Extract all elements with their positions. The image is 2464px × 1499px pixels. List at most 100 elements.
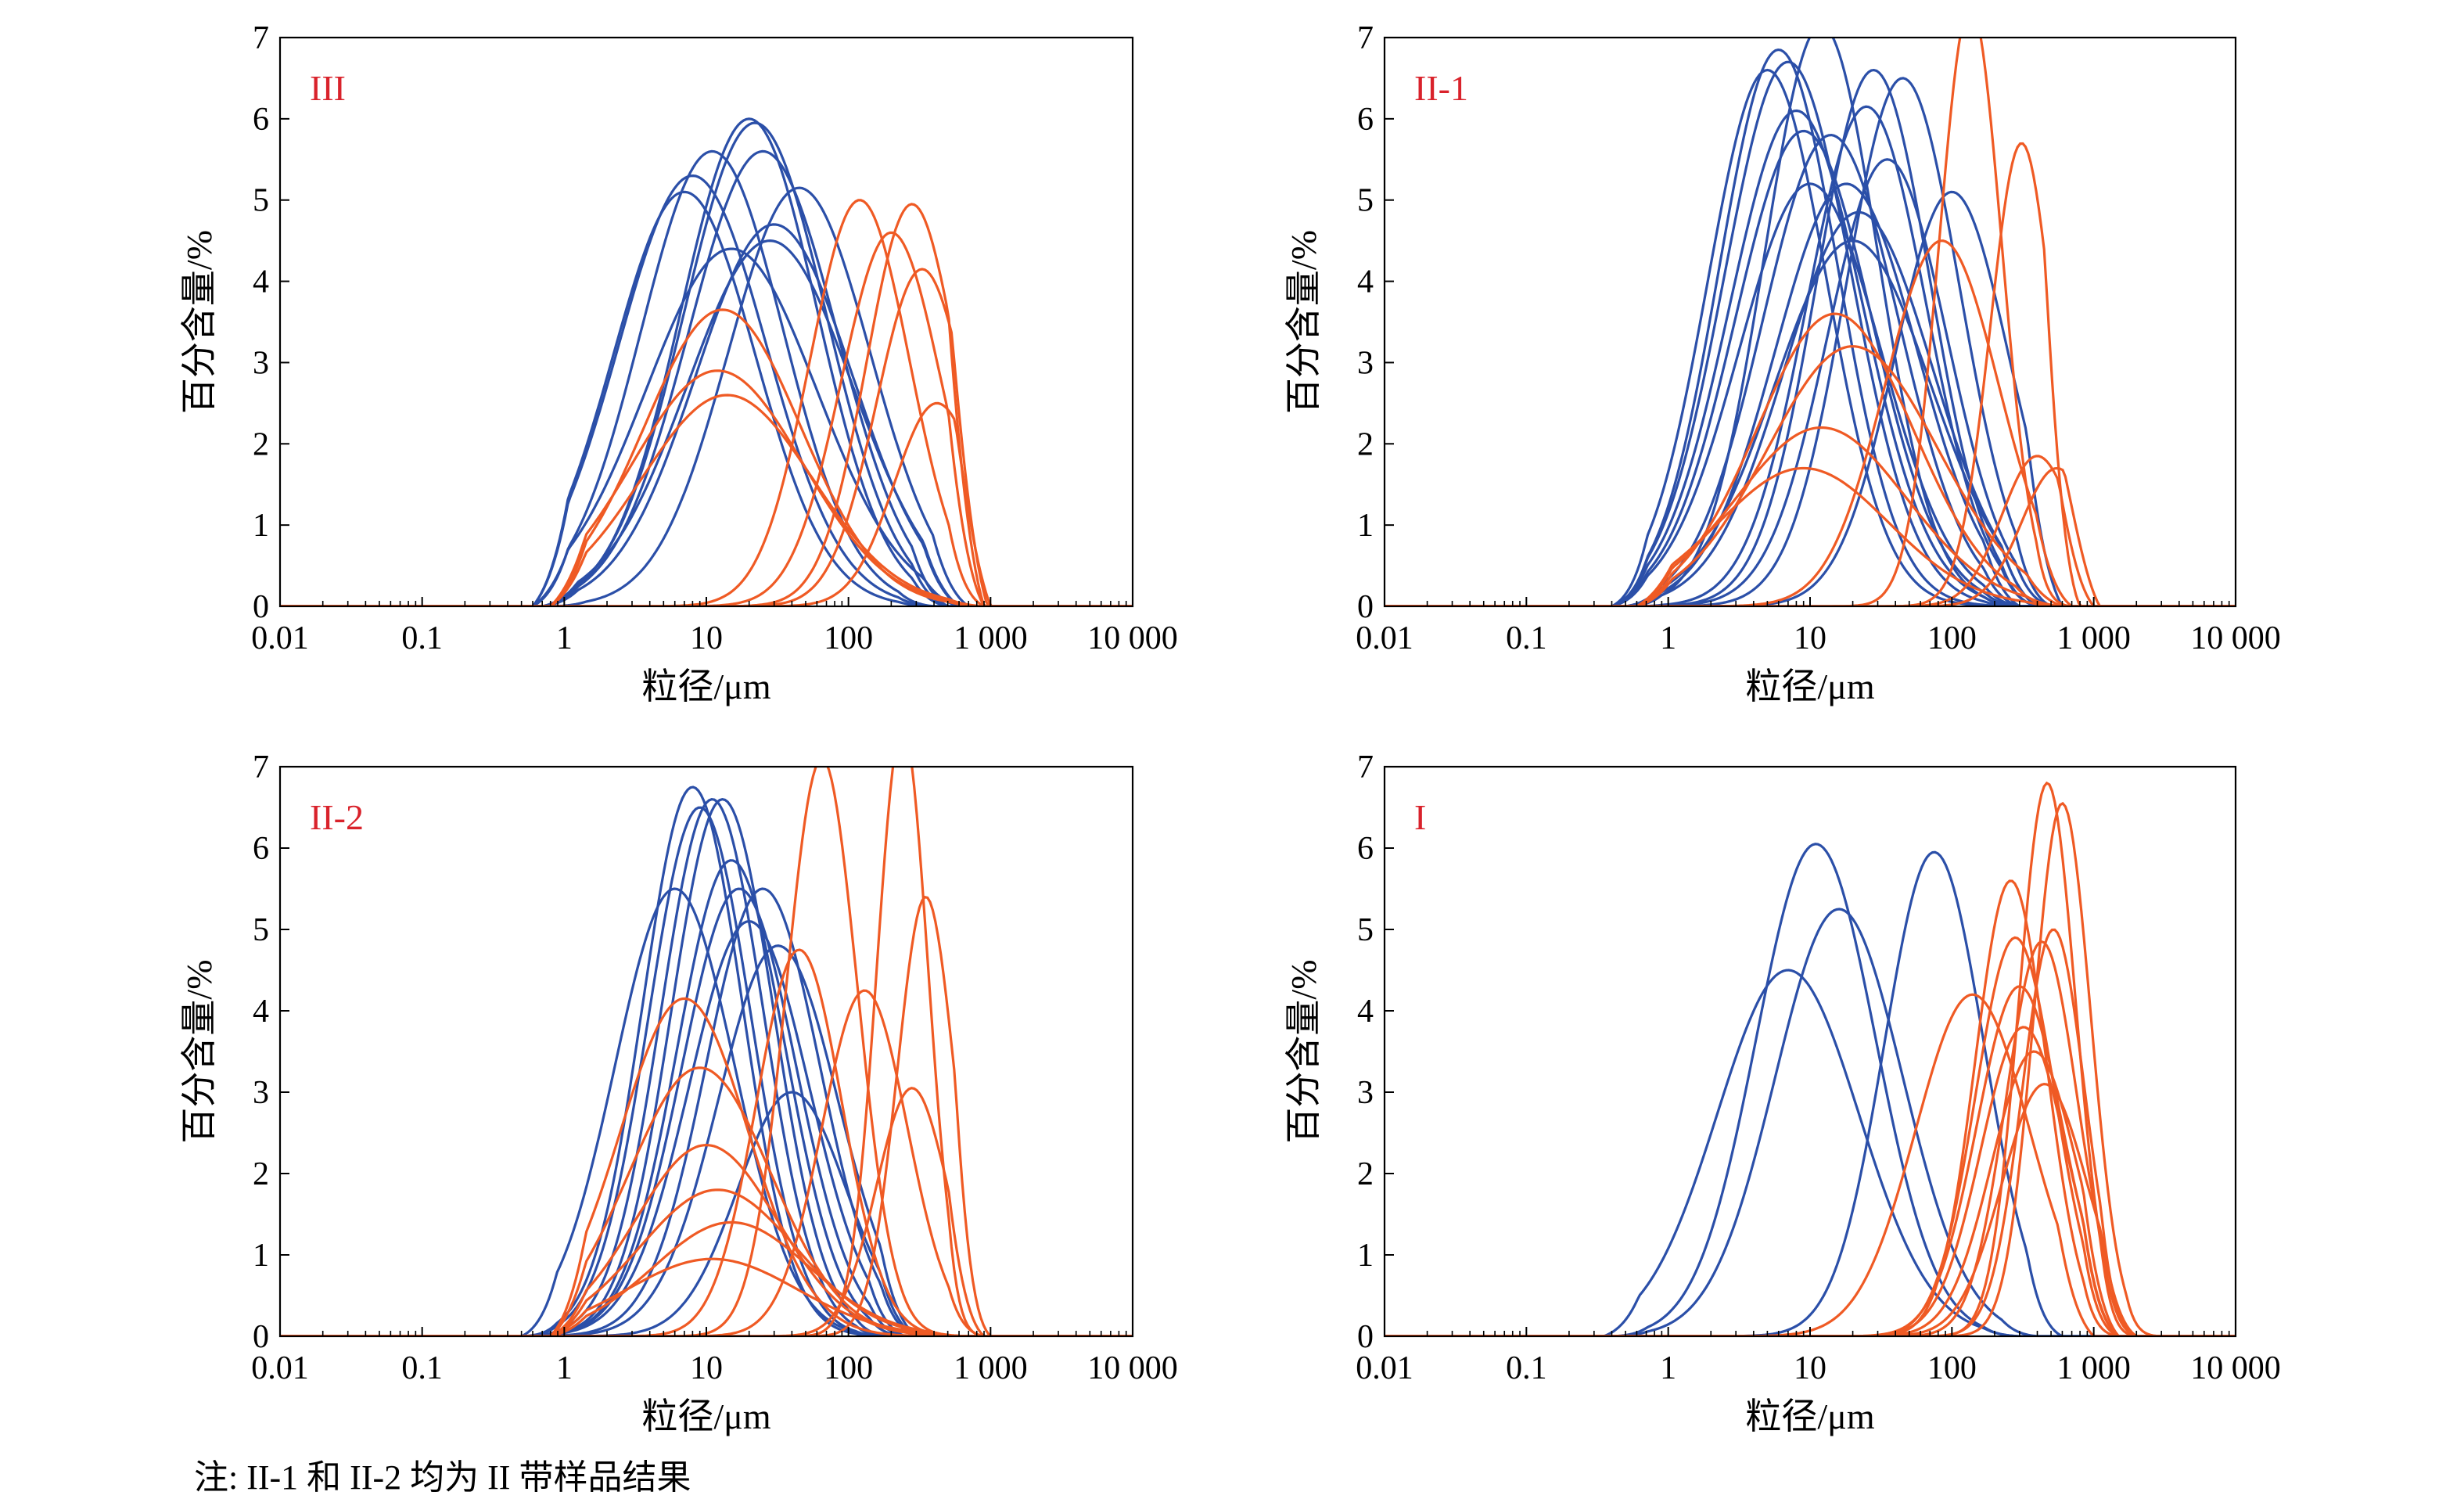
y-tick-label: 5	[1357, 183, 1374, 219]
series-line-blue	[280, 149, 1133, 606]
x-axis-label: 粒径/μm	[641, 1397, 770, 1436]
panel-label: I	[1414, 797, 1426, 837]
y-tick-label: 3	[253, 345, 269, 381]
series-group	[1385, 781, 2236, 1336]
y-tick-label: 1	[1357, 1238, 1374, 1274]
series-line-orange	[280, 1188, 1133, 1336]
chart-panel-1: 0 1 2 3 4 5 6 7 0.01 0.1 1 10 100 1 000 10 000 粒径/μm 百分含…	[179, 20, 1178, 706]
series-line-orange	[280, 401, 1133, 606]
series-line-blue	[280, 117, 1133, 606]
series-line-orange	[280, 997, 1133, 1336]
y-tick-label: 3	[1357, 345, 1374, 381]
series-line-blue	[1385, 843, 2236, 1336]
series-group	[280, 117, 1133, 606]
y-tick-label: 7	[1357, 20, 1374, 56]
y-tick-label: 5	[253, 912, 269, 948]
y-tick-label: 4	[1357, 264, 1374, 300]
y-tick-label: 1	[1357, 508, 1374, 544]
y-tick-label: 7	[1357, 750, 1374, 785]
plot-frame	[278, 36, 1134, 608]
series-line-orange	[1385, 936, 2236, 1336]
series-line-blue	[280, 223, 1133, 606]
x-tick-label: 100	[824, 620, 873, 656]
series-line-orange	[1385, 142, 2236, 606]
y-tick-label: 5	[253, 183, 269, 219]
x-tick-label: 0.1	[1506, 620, 1547, 656]
figure-note: 注: II-1 和 II-2 均为 II 带样品结果	[194, 1458, 691, 1497]
y-axis-label: 百分含量/%	[179, 230, 219, 414]
x-tick-label: 10	[690, 1350, 723, 1386]
series-line-blue	[1385, 133, 2236, 606]
series-line-orange	[280, 1220, 1133, 1336]
x-tick-label: 0.1	[1506, 1350, 1547, 1386]
x-tick-label: 10 000	[2190, 1350, 2281, 1386]
x-tick-label: 1 000	[954, 620, 1028, 656]
series-line-blue	[280, 247, 1133, 606]
y-tick-label: 7	[253, 750, 269, 785]
x-tick-label: 10	[1794, 620, 1826, 656]
series-line-orange	[1385, 345, 2236, 606]
series-line-orange	[280, 895, 1133, 1336]
series-line-blue	[1385, 190, 2236, 606]
x-tick-label: 1	[556, 620, 573, 656]
series-line-orange	[280, 1143, 1133, 1336]
series-line-blue	[1385, 850, 2236, 1336]
series-line-orange	[280, 231, 1133, 606]
y-tick-label: 0	[1357, 589, 1374, 625]
series-line-blue	[1385, 68, 2236, 606]
series-line-blue	[280, 797, 1133, 1336]
series-line-blue	[280, 186, 1133, 606]
series-line-blue	[280, 859, 1133, 1336]
x-tick-label: 1 000	[2056, 620, 2131, 656]
x-axis-label: 粒径/μm	[1745, 1397, 1874, 1436]
plot-frame	[1383, 765, 2237, 1338]
series-line-blue	[280, 174, 1133, 606]
x-tick-label: 10 000	[2190, 620, 2281, 656]
series-line-blue	[280, 806, 1133, 1336]
series-line-orange	[1385, 928, 2236, 1336]
series-line-orange	[1385, 1026, 2236, 1336]
x-axis-label: 粒径/μm	[1745, 667, 1874, 706]
panel-label: III	[310, 68, 346, 108]
x-tick-label: 0.1	[401, 1350, 443, 1386]
series-line-orange	[1385, 940, 2236, 1336]
series-group	[1385, 38, 2236, 606]
x-tick-label: 0.1	[401, 620, 443, 656]
series-line-orange	[1385, 312, 2236, 606]
series-line-blue	[280, 121, 1133, 606]
y-tick-label: 1	[253, 1238, 269, 1274]
series-line-orange	[280, 1066, 1133, 1336]
y-tick-label: 2	[253, 426, 269, 462]
x-tick-label: 1	[556, 1350, 573, 1386]
y-tick-label: 3	[253, 1075, 269, 1111]
y-tick-label: 4	[253, 994, 269, 1030]
series-line-orange	[1385, 426, 2236, 606]
series-line-orange	[280, 369, 1133, 606]
x-tick-label: 10 000	[1087, 620, 1178, 656]
series-line-blue	[280, 887, 1133, 1336]
series-line-orange	[1385, 1050, 2236, 1336]
series-line-blue	[1385, 68, 2236, 606]
series-line-orange	[1385, 455, 2236, 606]
panel-label: II-2	[310, 797, 364, 837]
y-tick-label: 1	[253, 508, 269, 544]
series-line-orange	[280, 767, 1133, 1336]
y-tick-label: 5	[1357, 912, 1374, 948]
series-line-blue	[1385, 182, 2236, 606]
series-line-blue	[280, 1091, 1133, 1336]
y-tick-label: 4	[253, 264, 269, 300]
series-line-orange	[280, 199, 1133, 606]
y-axis-label: 百分含量/%	[1284, 230, 1324, 414]
x-tick-label: 0.01	[251, 1350, 309, 1386]
x-tick-label: 0.01	[1356, 620, 1413, 656]
series-line-blue	[280, 944, 1133, 1336]
series-line-orange	[1385, 466, 2236, 606]
x-tick-label: 0.01	[251, 620, 309, 656]
series-line-orange	[1385, 1082, 2236, 1336]
series-line-blue	[280, 887, 1133, 1336]
x-tick-label: 1 000	[2056, 1350, 2131, 1386]
y-tick-label: 2	[253, 1156, 269, 1192]
x-tick-label: 10	[690, 620, 723, 656]
chart-panel-3: 0 1 2 3 4 5 6 7 0.01 0.1 1 10 100 1 000 10 000 粒径/μm 百分含…	[179, 750, 1178, 1436]
